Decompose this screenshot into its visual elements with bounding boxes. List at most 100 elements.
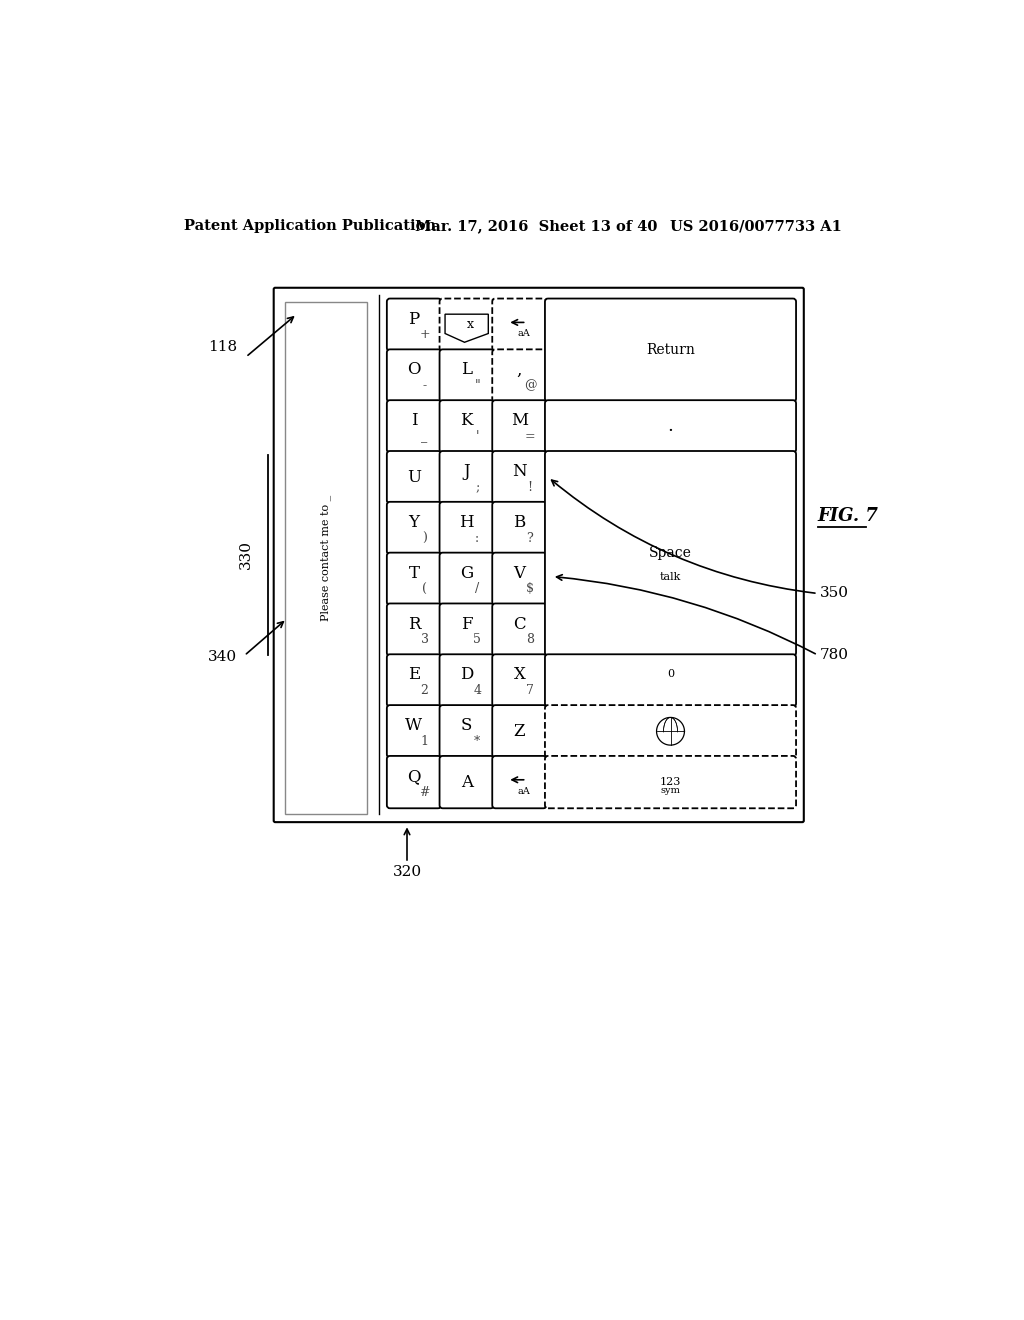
Text: ?: ?: [526, 532, 534, 545]
Text: *: *: [474, 735, 480, 748]
FancyBboxPatch shape: [439, 400, 494, 453]
FancyBboxPatch shape: [273, 288, 804, 822]
Text: ): ): [422, 532, 427, 545]
FancyBboxPatch shape: [493, 451, 547, 503]
Text: 3: 3: [421, 634, 429, 647]
FancyBboxPatch shape: [493, 400, 547, 453]
Text: X: X: [513, 667, 525, 684]
Text: aA: aA: [518, 787, 530, 796]
Text: U: U: [407, 469, 421, 486]
Text: R: R: [408, 615, 420, 632]
FancyBboxPatch shape: [439, 298, 494, 351]
Text: $: $: [526, 582, 534, 595]
FancyBboxPatch shape: [493, 756, 547, 808]
Text: Q: Q: [408, 768, 421, 785]
FancyBboxPatch shape: [493, 655, 547, 706]
Text: K: K: [461, 412, 473, 429]
Text: N: N: [512, 463, 526, 480]
FancyBboxPatch shape: [387, 655, 441, 706]
FancyBboxPatch shape: [387, 603, 441, 656]
FancyBboxPatch shape: [493, 553, 547, 605]
Text: aA: aA: [518, 330, 530, 338]
FancyBboxPatch shape: [439, 553, 494, 605]
Text: @: @: [523, 379, 537, 392]
Text: 5: 5: [473, 634, 481, 647]
Text: F: F: [461, 615, 472, 632]
FancyBboxPatch shape: [545, 400, 796, 453]
FancyBboxPatch shape: [493, 350, 547, 401]
FancyBboxPatch shape: [493, 502, 547, 554]
Text: 2: 2: [421, 684, 428, 697]
Text: W: W: [406, 717, 423, 734]
FancyBboxPatch shape: [439, 502, 494, 554]
Text: J: J: [464, 463, 470, 480]
FancyBboxPatch shape: [545, 298, 796, 401]
FancyBboxPatch shape: [545, 756, 796, 808]
FancyBboxPatch shape: [439, 350, 494, 401]
Text: A: A: [461, 774, 473, 791]
Text: 340: 340: [208, 649, 238, 664]
Text: T: T: [409, 565, 420, 582]
Text: O: O: [408, 362, 421, 379]
Text: US 2016/0077733 A1: US 2016/0077733 A1: [671, 219, 843, 234]
FancyBboxPatch shape: [439, 705, 494, 758]
FancyBboxPatch shape: [285, 302, 367, 813]
Text: G: G: [460, 565, 473, 582]
Text: (: (: [422, 582, 427, 595]
Text: Z: Z: [514, 723, 525, 739]
FancyBboxPatch shape: [439, 451, 494, 503]
Text: 8: 8: [526, 634, 534, 647]
Text: =: =: [524, 430, 536, 444]
Text: Space: Space: [649, 546, 692, 561]
Text: Patent Application Publication: Patent Application Publication: [183, 219, 436, 234]
Text: ": ": [474, 379, 480, 392]
FancyBboxPatch shape: [387, 298, 441, 351]
FancyBboxPatch shape: [545, 451, 796, 656]
FancyBboxPatch shape: [387, 705, 441, 758]
Text: #: #: [419, 785, 430, 799]
Text: 350: 350: [820, 586, 849, 601]
FancyBboxPatch shape: [387, 400, 441, 453]
FancyBboxPatch shape: [439, 655, 494, 706]
Text: I: I: [411, 412, 418, 429]
Text: ;: ;: [475, 480, 479, 494]
FancyBboxPatch shape: [493, 603, 547, 656]
Text: talk: talk: [659, 573, 681, 582]
FancyBboxPatch shape: [387, 350, 441, 401]
Text: 780: 780: [820, 648, 849, 663]
Text: Mar. 17, 2016  Sheet 13 of 40: Mar. 17, 2016 Sheet 13 of 40: [415, 219, 657, 234]
FancyBboxPatch shape: [493, 705, 547, 758]
Text: Y: Y: [409, 513, 420, 531]
FancyBboxPatch shape: [439, 603, 494, 656]
Text: 4: 4: [473, 684, 481, 697]
Text: FIG. 7: FIG. 7: [818, 507, 879, 525]
Text: 0: 0: [667, 669, 674, 678]
FancyBboxPatch shape: [387, 553, 441, 605]
Text: L: L: [461, 362, 472, 379]
Text: -: -: [423, 379, 427, 392]
Text: x: x: [466, 318, 473, 331]
Text: +: +: [419, 329, 430, 342]
Text: 330: 330: [239, 540, 253, 569]
Text: ,: ,: [517, 362, 522, 379]
Text: V: V: [513, 565, 525, 582]
Text: :: :: [475, 532, 479, 545]
Text: 123: 123: [659, 777, 681, 787]
Text: !: !: [527, 480, 532, 494]
Text: C: C: [513, 615, 525, 632]
Text: Return: Return: [646, 343, 695, 358]
Text: 7: 7: [526, 684, 534, 697]
Text: 1: 1: [421, 735, 429, 748]
FancyBboxPatch shape: [387, 451, 441, 503]
Text: ': ': [475, 430, 479, 444]
FancyBboxPatch shape: [439, 756, 494, 808]
FancyBboxPatch shape: [387, 502, 441, 554]
Text: H: H: [460, 513, 474, 531]
Text: sym: sym: [660, 785, 680, 795]
Text: P: P: [409, 310, 420, 327]
Text: B: B: [513, 513, 525, 531]
Text: /: /: [475, 582, 479, 595]
FancyBboxPatch shape: [493, 298, 547, 351]
Text: _: _: [422, 430, 428, 444]
FancyBboxPatch shape: [387, 756, 441, 808]
